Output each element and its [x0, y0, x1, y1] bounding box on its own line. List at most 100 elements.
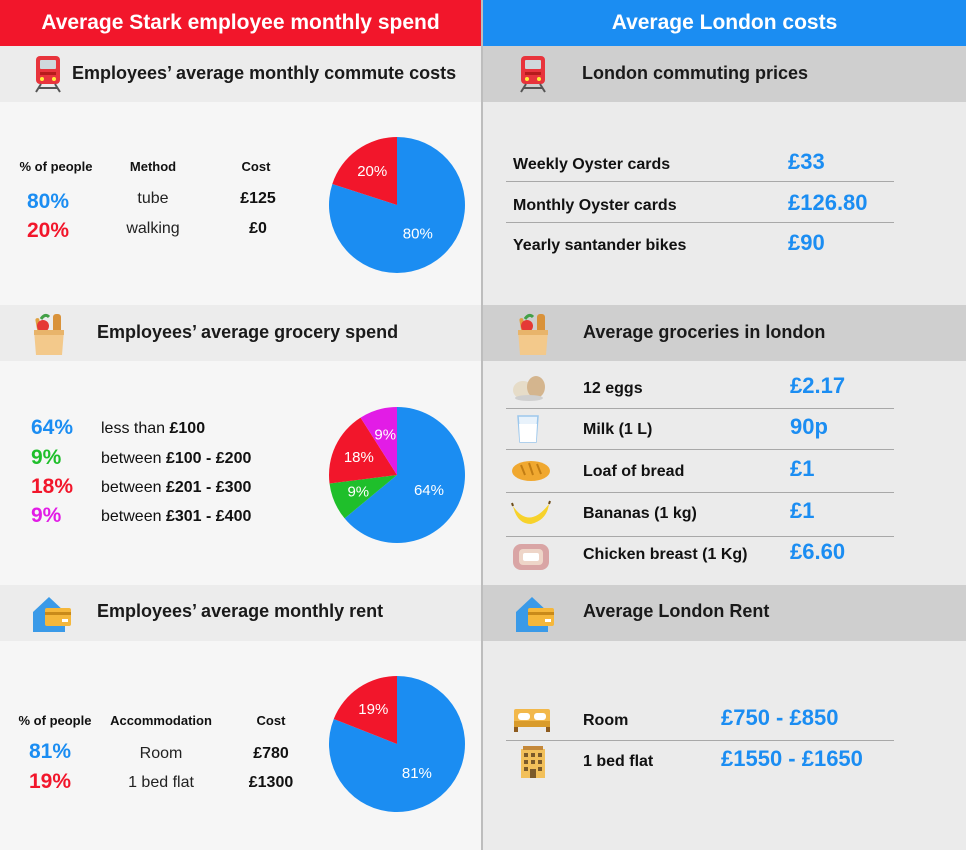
pie-slice [329, 475, 397, 519]
house-card-icon [33, 597, 71, 632]
rent-type-room: Room [139, 745, 183, 762]
house-card-icon [516, 597, 554, 632]
grocery-pie-chart: 64%9%18%9% [329, 407, 465, 543]
pie-slice-label: 20% [357, 163, 387, 180]
commute-price-label-1: Weekly Oyster cards [513, 156, 671, 173]
right-grocery-section-bar [483, 305, 966, 361]
grocery-item-value-chicken: £6.60 [790, 539, 846, 564]
right-rent-section-bar [483, 585, 966, 641]
grocery-item-label-bananas: Bananas (1 kg) [583, 505, 697, 522]
grocery-item-value-milk: 90p [790, 414, 828, 439]
commute-header-pct: % of people [19, 159, 93, 174]
left-rent-section-bar [0, 585, 481, 641]
grocery-range-amount: £100 [169, 420, 206, 437]
left-commute-title: Employees’ average monthly commute costs [72, 63, 457, 83]
commute-method-tube: tube [137, 190, 169, 207]
grocery-range-prefix: between [101, 450, 162, 467]
grocery-range-1: less than £100 [101, 420, 205, 438]
grocery-range-amount: £301 - £400 [165, 508, 252, 525]
rent-header-cost: Cost [256, 713, 286, 728]
commute-header-cost: Cost [241, 159, 271, 174]
rent-type-flat: 1 bed flat [128, 774, 194, 791]
left-page-title: Average Stark employee monthly spend [0, 0, 481, 46]
grocery-item-value-bread: £1 [790, 456, 815, 481]
bread-icon [512, 461, 550, 481]
grocery-item-label-milk: Milk (1 L) [583, 421, 653, 438]
pie-slice [332, 137, 397, 205]
right-panel [483, 46, 966, 850]
row-divider [506, 408, 894, 409]
rent-label-flat: 1 bed flat [583, 753, 654, 770]
eggs-icon [513, 376, 545, 401]
rent-cost-flat: £1300 [248, 774, 294, 791]
right-rent-title: Average London Rent [583, 601, 770, 621]
grocery-range-3: between £201 - £300 [101, 479, 251, 497]
row-divider [506, 740, 894, 741]
right-page-title: Average London costs [483, 0, 966, 46]
grocery-range-prefix: between [101, 508, 162, 525]
rent-header-accommodation: Accommodation [110, 713, 212, 728]
pie-slice-label: 81% [402, 765, 432, 782]
grocery-item-value-bananas: £1 [790, 498, 815, 523]
commute-cost-walking: £0 [249, 220, 267, 237]
rent-value-flat: £1550 - £1650 [721, 746, 863, 771]
commute-pct-tube: 80% [27, 190, 70, 213]
rent-label-room: Room [583, 712, 629, 729]
grocery-item-label-bread: Loaf of bread [583, 463, 685, 480]
grocery-range-2: between £100 - £200 [101, 450, 251, 468]
rent-cost-room: £780 [253, 745, 289, 762]
grocery-range-prefix: less than [101, 420, 166, 437]
pie-slice-label: 9% [347, 484, 369, 501]
pie-slice-label: 64% [414, 482, 444, 499]
commute-price-value-3: £90 [788, 230, 825, 255]
pie-slice-label: 80% [403, 226, 433, 243]
column-divider [481, 0, 483, 850]
grocery-range-amount: £100 - £200 [165, 450, 252, 467]
rent-pie-chart: 81% 19% [329, 676, 465, 812]
rent-pct-room: 81% [29, 740, 72, 763]
left-grocery-section-bar [0, 305, 481, 361]
grocery-bag-icon [518, 313, 548, 355]
grocery-pct-3: 18% [31, 475, 74, 498]
right-commute-section-bar [483, 46, 966, 102]
row-divider [506, 449, 894, 450]
left-grocery-title: Employees’ average grocery spend [97, 322, 399, 342]
grocery-item-value-eggs: £2.17 [790, 373, 846, 398]
pie-slice [333, 676, 397, 744]
grocery-pct-2: 9% [31, 446, 62, 469]
train-icon [520, 56, 546, 93]
pie-slice [329, 417, 397, 484]
chicken-icon [513, 544, 549, 570]
row-divider [506, 536, 894, 537]
grocery-item-label-eggs: 12 eggs [583, 380, 643, 397]
bed-icon [514, 709, 550, 732]
building-icon [521, 746, 545, 778]
commute-header-method: Method [129, 159, 177, 174]
banana-icon [511, 500, 551, 524]
pie-slice-label: 19% [358, 701, 388, 718]
pie-slice-label: 9% [374, 427, 396, 444]
grocery-bag-icon [34, 313, 64, 355]
milk-icon [517, 415, 539, 443]
rent-value-room: £750 - £850 [721, 705, 839, 730]
right-grocery-title: Average groceries in london [583, 322, 826, 342]
left-commute-section-bar [0, 46, 481, 102]
commute-cost-tube: £125 [240, 190, 276, 207]
pie-slice [360, 407, 397, 475]
grocery-range-prefix: between [101, 479, 162, 496]
pie-slice [344, 407, 465, 543]
right-commute-title: London commuting prices [582, 63, 809, 83]
grocery-pct-4: 9% [31, 504, 62, 527]
commute-price-value-1: £33 [788, 149, 825, 174]
grocery-range-amount: £201 - £300 [165, 479, 252, 496]
row-divider [506, 181, 894, 182]
train-icon [35, 56, 61, 93]
commute-pct-walking: 20% [27, 219, 70, 242]
commute-pie-chart: 80% 20% [329, 137, 465, 273]
grocery-pct-1: 64% [31, 416, 74, 439]
row-divider [506, 222, 894, 223]
commute-price-value-2: £126.80 [788, 190, 868, 215]
row-divider [506, 492, 894, 493]
grocery-item-label-chicken: Chicken breast (1 Kg) [583, 546, 748, 563]
rent-header-pct: % of people [18, 713, 92, 728]
